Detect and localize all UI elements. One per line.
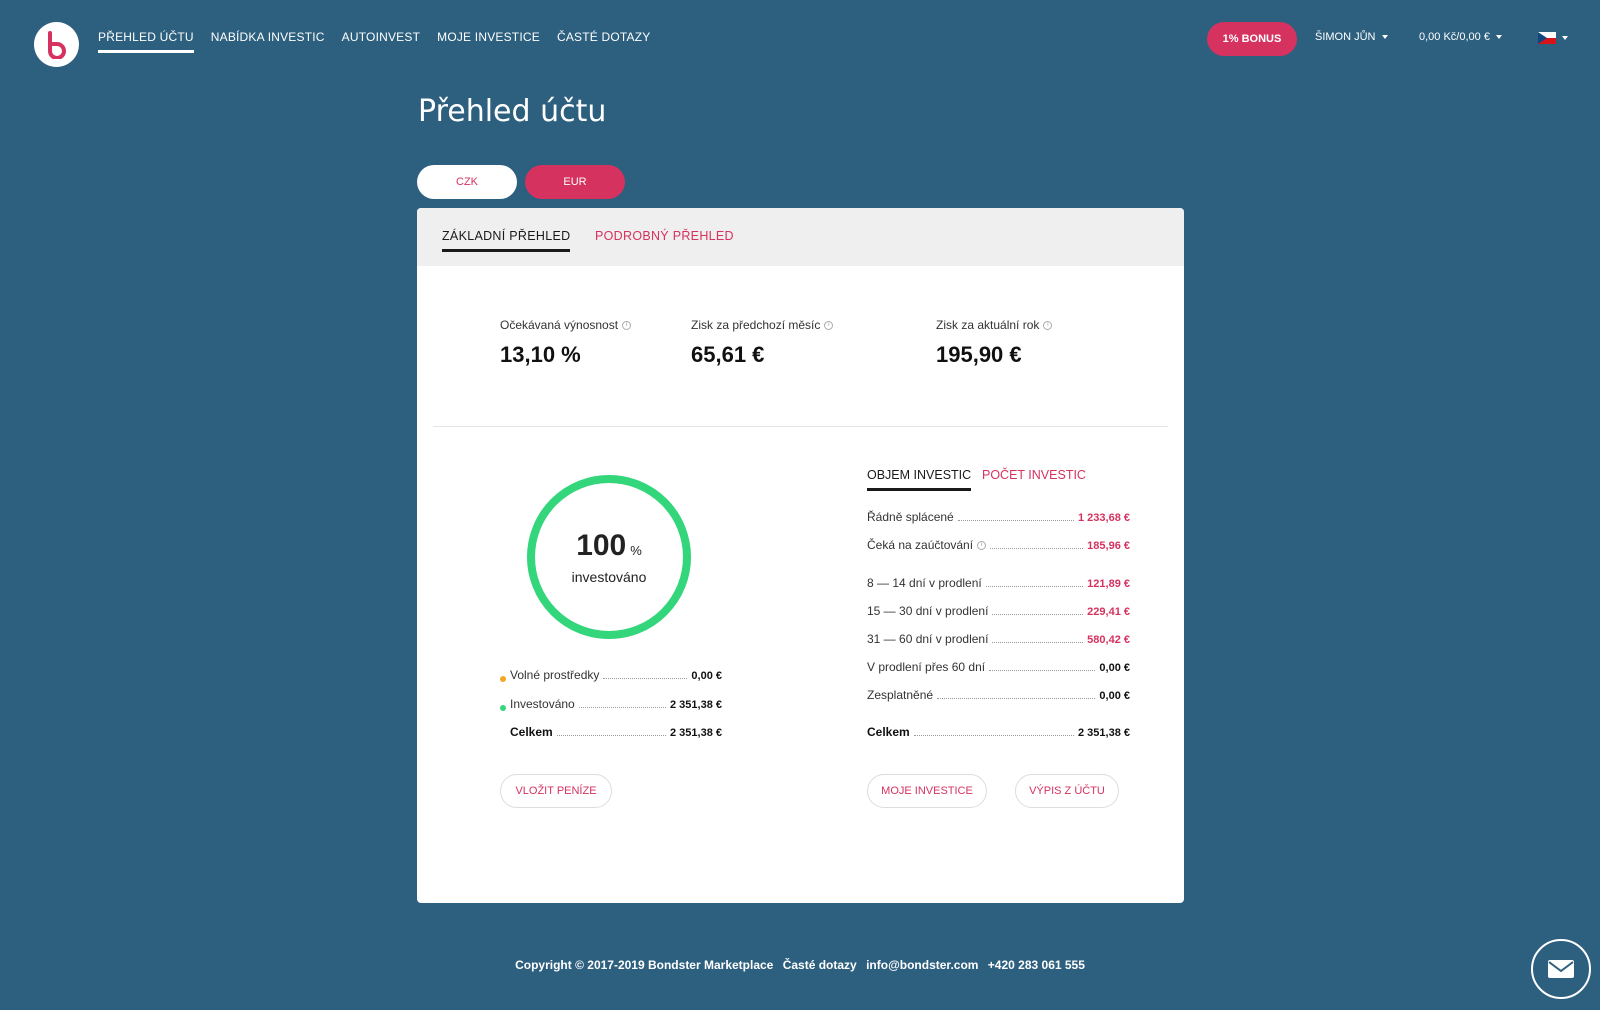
- row-total-right: Celkem 2 351,38 €: [867, 725, 1130, 739]
- row-free-funds: Volné prostředky 0,00 €: [500, 668, 722, 682]
- row-value: 121,89 €: [1087, 578, 1130, 590]
- row-label: Celkem: [867, 725, 910, 739]
- row-label: 15 — 30 dní v prodlení: [867, 604, 989, 618]
- footer-copyright: Copyright © 2017-2019 Bondster Marketpla…: [515, 958, 774, 972]
- row-overdue-60-plus: V prodlení přes 60 dní 0,00 €: [867, 660, 1130, 674]
- nav-item-faq[interactable]: ČASTÉ DOTAZY: [556, 30, 651, 44]
- stat-value: 195,90 €: [936, 342, 1022, 367]
- balance-value: 0,00 Kč/0,00 €: [1419, 31, 1490, 43]
- stat-label: Zisk za předchozí měsíc: [691, 318, 821, 332]
- row-overdue-8-14: 8 — 14 dní v prodlení 121,89 €: [867, 576, 1130, 590]
- row-value: 0,00 €: [691, 670, 722, 682]
- logo-b-icon: [47, 30, 66, 59]
- donut-percent-sign: %: [630, 543, 642, 558]
- tab-investment-count[interactable]: POČET INVESTIC: [982, 468, 1086, 482]
- currency-czk-button[interactable]: CZK: [417, 165, 517, 199]
- row-value: 185,96 €: [1087, 540, 1130, 552]
- overview-tabs: ZÁKLADNÍ PŘEHLED PODROBNÝ PŘEHLED: [417, 208, 1184, 266]
- green-dot-icon: [500, 705, 506, 711]
- donut-arc: [527, 475, 691, 639]
- contact-mail-button[interactable]: [1531, 939, 1591, 999]
- row-value: 2 351,38 €: [670, 699, 722, 711]
- row-label: Zesplatněné: [867, 688, 934, 702]
- currency-eur-button[interactable]: EUR: [525, 165, 625, 199]
- row-accelerated: Zesplatněné 0,00 €: [867, 688, 1130, 702]
- envelope-icon: [1548, 960, 1574, 978]
- stat-expected-yield: Očekávaná výnosnost i 13,10 %: [500, 318, 632, 368]
- divider: [433, 426, 1168, 427]
- footer-phone: +420 283 061 555: [987, 958, 1085, 972]
- row-label: 8 — 14 dní v prodlení: [867, 576, 982, 590]
- account-statement-button[interactable]: VÝPIS Z ÚČTU: [1015, 774, 1119, 808]
- row-value: 580,42 €: [1087, 634, 1130, 646]
- top-header: PŘEHLED ÚČTU NABÍDKA INVESTIC AUTOINVEST…: [0, 0, 1600, 78]
- language-dropdown[interactable]: [1538, 32, 1568, 44]
- nav-item-autoinvest[interactable]: AUTOINVEST: [341, 30, 421, 44]
- donut-label: 100% investováno: [525, 473, 693, 641]
- czech-flag-icon: [1538, 32, 1556, 44]
- row-overdue-15-30: 15 — 30 dní v prodlení 229,41 €: [867, 604, 1130, 618]
- donut-percent: 100: [576, 529, 627, 562]
- my-investments-button[interactable]: MOJE INVESTICE: [867, 774, 987, 808]
- chevron-down-icon: [1562, 36, 1568, 40]
- tab-investment-volume[interactable]: OBJEM INVESTIC: [867, 468, 972, 491]
- row-repaid: Řádně splácené 1 233,68 €: [867, 510, 1130, 524]
- balance-dropdown[interactable]: 0,00 Kč/0,00 €: [1419, 31, 1502, 43]
- user-name: ŠIMON JŮN: [1315, 31, 1376, 43]
- row-pending: Čeká na zaúčtování i 185,96 €: [867, 538, 1130, 552]
- overview-card: ZÁKLADNÍ PŘEHLED PODROBNÝ PŘEHLED Očekáv…: [417, 208, 1184, 903]
- orange-dot-icon: [500, 676, 506, 682]
- footer-email-link[interactable]: info@bondster.com: [866, 958, 979, 972]
- row-value: 1 233,68 €: [1078, 512, 1130, 524]
- tab-detailed-overview[interactable]: PODROBNÝ PŘEHLED: [595, 229, 734, 243]
- row-label: Čeká na zaúčtování: [867, 538, 974, 552]
- row-overdue-31-60: 31 — 60 dní v prodlení 580,42 €: [867, 632, 1130, 646]
- bonus-button[interactable]: 1% BONUS: [1207, 22, 1297, 56]
- row-label: Investováno: [510, 697, 575, 711]
- info-icon[interactable]: i: [1043, 320, 1053, 330]
- stat-value: 13,10 %: [500, 342, 581, 367]
- investment-donut-chart: [527, 475, 691, 639]
- row-value: 2 351,38 €: [670, 727, 722, 739]
- main-nav: PŘEHLED ÚČTU NABÍDKA INVESTIC AUTOINVEST…: [98, 30, 650, 53]
- row-value: 2 351,38 €: [1078, 727, 1130, 739]
- info-icon[interactable]: i: [824, 320, 834, 330]
- stat-value: 65,61 €: [691, 342, 765, 367]
- info-icon[interactable]: i: [977, 541, 987, 550]
- row-label: Volné prostředky: [510, 668, 600, 682]
- row-invested: Investováno 2 351,38 €: [500, 697, 722, 711]
- nav-item-investment-offer[interactable]: NABÍDKA INVESTIC: [210, 30, 325, 44]
- chevron-down-icon: [1381, 35, 1388, 39]
- page-title: Přehled účtu: [418, 94, 607, 129]
- deposit-money-button[interactable]: VLOŽIT PENÍZE: [500, 774, 612, 808]
- stat-label: Zisk za aktuální rok: [936, 318, 1040, 332]
- row-label: Řádně splácené: [867, 510, 954, 524]
- row-total-left: Celkem 2 351,38 €: [510, 725, 722, 739]
- row-label: Celkem: [510, 725, 553, 739]
- row-label: 31 — 60 dní v prodlení: [867, 632, 989, 646]
- nav-item-my-investments[interactable]: MOJE INVESTICE: [437, 30, 540, 44]
- stat-label: Očekávaná výnosnost: [500, 318, 619, 332]
- stat-profit-current-year: Zisk za aktuální rok i 195,90 €: [936, 318, 1053, 368]
- footer-faq-link[interactable]: Časté dotazy: [782, 958, 857, 972]
- stat-profit-previous-month: Zisk za předchozí měsíc i 65,61 €: [691, 318, 834, 368]
- user-menu-dropdown[interactable]: ŠIMON JŮN: [1315, 31, 1388, 43]
- info-icon[interactable]: i: [622, 320, 632, 330]
- bondster-logo[interactable]: [34, 22, 79, 67]
- donut-caption: investováno: [571, 569, 647, 585]
- tab-basic-overview[interactable]: ZÁKLADNÍ PŘEHLED: [442, 229, 571, 252]
- row-value: 229,41 €: [1087, 606, 1130, 618]
- nav-item-account-overview[interactable]: PŘEHLED ÚČTU: [98, 30, 194, 53]
- footer: Copyright © 2017-2019 Bondster Marketpla…: [0, 958, 1600, 972]
- row-value: 0,00 €: [1099, 662, 1130, 674]
- row-value: 0,00 €: [1099, 690, 1130, 702]
- chevron-down-icon: [1495, 35, 1502, 39]
- row-label: V prodlení přes 60 dní: [867, 660, 986, 674]
